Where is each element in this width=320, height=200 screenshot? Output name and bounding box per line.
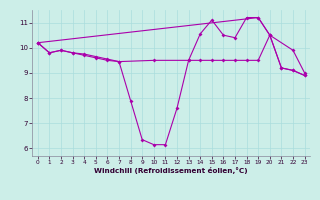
X-axis label: Windchill (Refroidissement éolien,°C): Windchill (Refroidissement éolien,°C) [94,167,248,174]
